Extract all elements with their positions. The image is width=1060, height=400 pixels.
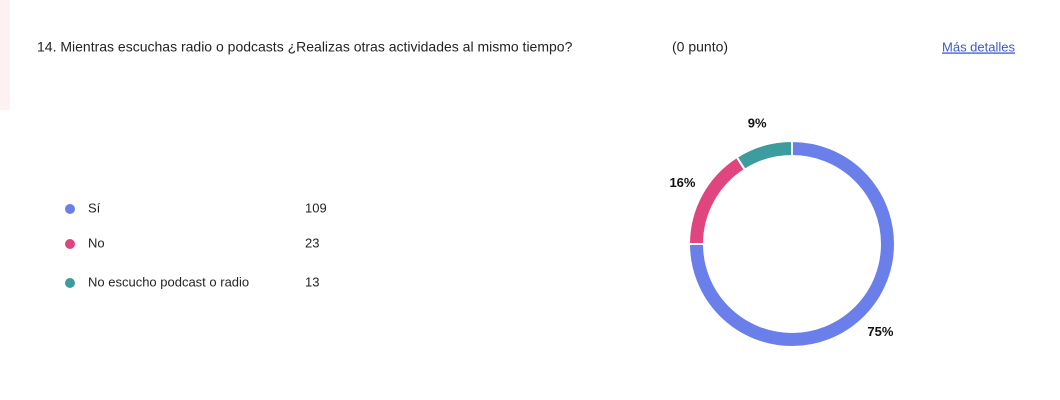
card-background bbox=[10, 0, 1060, 400]
slice-label: 9% bbox=[748, 115, 767, 130]
legend-count: 13 bbox=[305, 274, 319, 289]
legend-label: No bbox=[88, 235, 105, 250]
card-edge bbox=[0, 0, 10, 110]
donut-slice bbox=[735, 139, 793, 172]
question-title: 14. Mientras escuchas radio o podcasts ¿… bbox=[37, 39, 573, 55]
slice-label: 16% bbox=[669, 175, 695, 190]
legend-label: Sí bbox=[88, 200, 101, 215]
legend-dot bbox=[65, 204, 75, 214]
more-details-link[interactable]: Más detalles bbox=[942, 39, 1015, 54]
legend-dot bbox=[65, 239, 75, 249]
points: (0 punto) bbox=[672, 39, 728, 55]
legend-count: 109 bbox=[305, 200, 327, 215]
legend-label: No escucho podcast o radio bbox=[88, 274, 249, 289]
legend-dot bbox=[65, 278, 75, 288]
slice-label: 75% bbox=[867, 324, 893, 339]
legend-count: 23 bbox=[305, 235, 319, 250]
